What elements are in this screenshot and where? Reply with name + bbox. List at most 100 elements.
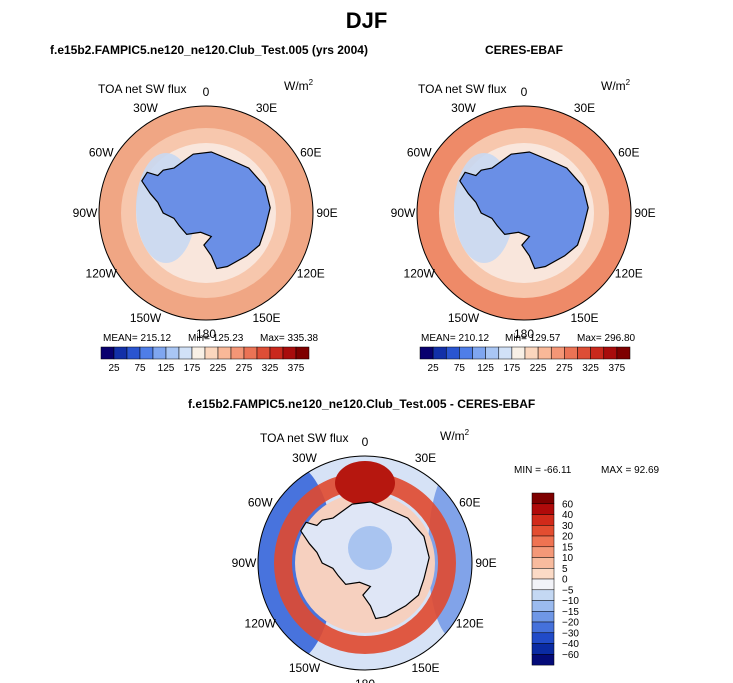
panel3-map: 0 30E 60E 90E 120E 150E 180 150W 120W 90W 60W 30W (232, 435, 497, 683)
panel2-min-label: Min= 129.57 (505, 333, 561, 344)
panel3-colorbar-tick: 60 (562, 499, 574, 510)
panel1-colorbar-swatch (126, 346, 141, 360)
panel1-colorbar-tick: 25 (108, 363, 120, 374)
panel1-colorbar-tick: 225 (210, 363, 227, 374)
panel2-colorbar-tick: 175 (504, 363, 521, 374)
panel1-colorbar-tick: 275 (236, 363, 253, 374)
panel2-colorbar-swatch (564, 346, 578, 360)
panel1-colorbar-swatch (191, 346, 206, 360)
panel3-colorbar-swatch (531, 557, 555, 569)
panel2-colorbar: 25 75 125 175 225 275 325 375 (419, 346, 631, 374)
panel3-lon-label: 120E (456, 617, 484, 631)
panel3-colorbar-swatch (531, 546, 555, 558)
panel3-colorbar-swatch (531, 611, 555, 623)
panel3-min-label: MIN = -66.11 (514, 465, 572, 476)
panel2-colorbar-swatch (472, 346, 486, 360)
panel2-colorbar-tick: 75 (454, 363, 466, 374)
panel3-colorbar-swatch (531, 525, 555, 537)
panel1-colorbar-swatch (295, 346, 310, 360)
panel2-border (416, 105, 632, 321)
panel1-colorbar-tick: 175 (184, 363, 201, 374)
panel2-lon-label: 60E (618, 146, 639, 160)
panel2-lon-label: 30E (574, 101, 595, 115)
panel1-colorbar-tick: 75 (134, 363, 146, 374)
panel3-colorbar-tick: −20 (562, 618, 579, 629)
panel1-map: 0 30E 60E 90E 120E 150E 180 150W 120W 90W 60W 30W (73, 85, 338, 341)
panel1-lon-label: 150W (130, 311, 162, 325)
panel3-colorbar-swatch (531, 632, 555, 644)
panel1-colorbar-swatch (243, 346, 258, 360)
panel2-lon-label: 150E (570, 311, 598, 325)
panel2-colorbar-swatch (446, 346, 460, 360)
panel3-colorbar-swatch (531, 589, 555, 601)
panel2-colorbar-swatch (551, 346, 565, 360)
panel3-lon-label: 120W (245, 617, 277, 631)
panel2-colorbar-swatch (485, 346, 499, 360)
panel2-map: 0 30E 60E 90E 120E 150E 180 150W 120W 90W 60W 30W (391, 85, 656, 341)
panel2-antarctica (459, 152, 589, 269)
panel2-colorbar-swatch (524, 346, 539, 360)
panel3-colorbar-tick: 10 (562, 553, 574, 564)
panel1-colorbar-swatch (100, 346, 115, 360)
panel3-colorbar-tick: 30 (562, 521, 574, 532)
figure-title: DJF (345, 8, 388, 33)
panel3-units-label: W/m2 (440, 428, 470, 443)
panel2-colorbar-swatch (498, 346, 513, 360)
panel3-lon-label: 30E (415, 451, 436, 465)
panel1-colorbar-swatch (178, 346, 193, 360)
panel2-mean-label: MEAN= 210.12 (421, 333, 490, 344)
panel2-colorbar-swatch (616, 346, 631, 360)
panel3-lon-label: 150E (411, 661, 439, 675)
panel1-colorbar-swatch (152, 346, 167, 360)
panel2-colorbar-swatch (577, 346, 591, 360)
panel3-colorbar-swatch (531, 654, 555, 666)
panel1-colorbar-swatch (230, 346, 245, 360)
panel1-title: f.e15b2.FAMPIC5.ne120_ne120.Club_Test.00… (50, 43, 368, 57)
panel1-colorbar: 25 75 125 175 225 275 325 375 (100, 346, 310, 374)
panel2-colorbar-swatch (511, 346, 526, 360)
panel2-colorbar-tick: 125 (477, 363, 494, 374)
panel3-colorbar-tick: 15 (562, 542, 574, 553)
panel3-lon-label: 150W (289, 661, 321, 675)
panel1-colorbar-swatch (204, 346, 219, 360)
panel3-colorbar-tick: 40 (562, 510, 574, 521)
panel1-max-label: Max= 335.38 (260, 333, 319, 344)
panel2-colorbar-swatch (590, 346, 604, 360)
panel3-lon-label: 0 (362, 435, 369, 449)
panel2-units-label: W/m2 (601, 78, 631, 93)
panel3-coastline (300, 501, 430, 620)
panel1-lon-label: 60E (300, 146, 321, 160)
panel1-colorbar-swatch (113, 346, 128, 360)
panel1-colorbar-swatch (256, 346, 271, 360)
panel3-lon-label: 90E (475, 556, 496, 570)
panel2-colorbar-tick: 225 (530, 363, 547, 374)
panel2-max-label: Max= 296.80 (577, 333, 636, 344)
panel1-lon-label: 60W (89, 146, 114, 160)
panel1-lon-label: 90W (73, 206, 98, 220)
panel1-colorbar-swatch (217, 346, 232, 360)
panel1-lon-label: 30E (256, 101, 277, 115)
panel3-colorbar-swatch (531, 621, 555, 634)
panel1-coastline (141, 151, 271, 270)
panel3-colorbar-swatch (531, 535, 555, 548)
panel1-lon-label: 120W (86, 267, 118, 281)
panel1-variable-label: TOA net SW flux (98, 82, 187, 96)
panel1-colorbar-swatch (165, 346, 180, 360)
panel3-title: f.e15b2.FAMPIC5.ne120_ne120.Club_Test.00… (188, 397, 536, 411)
panel3-variable-label: TOA net SW flux (260, 431, 349, 445)
panel2-colorbar-tick: 325 (582, 363, 599, 374)
panel2-lon-label: 150W (448, 311, 480, 325)
panel1-colorbar-tick: 325 (262, 363, 279, 374)
panel3-colorbar-swatch (531, 643, 555, 655)
panel1-border (98, 105, 314, 321)
panel1-lon-label: 90E (316, 206, 337, 220)
panel1-min-label: Min= 125.23 (188, 333, 244, 344)
panel2-lon-label: 30W (451, 101, 476, 115)
panel3-lon-label: 30W (292, 451, 317, 465)
panel2-coastline (459, 151, 589, 270)
panel3-north-positive (335, 461, 395, 505)
panel2-variable-label: TOA net SW flux (418, 82, 507, 96)
panel2-lon-label: 120W (404, 267, 436, 281)
